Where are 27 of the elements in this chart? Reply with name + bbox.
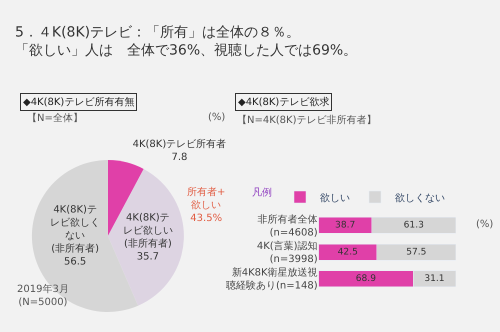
y-tick-label: 4K(言葉)認知(n=3998) bbox=[256, 240, 318, 265]
slice-label: 4K(8K)テレビ欲しくない(非所有者) bbox=[50, 204, 100, 254]
chart-title: 5．４K(8K)テレビ：「所有」は全体の８％。「欲しい」人は 全体で36%、視聴した人では69%。 bbox=[15, 24, 358, 59]
chart-subtitle: ◆4K(8K)テレビ所有有無 bbox=[23, 96, 134, 108]
legend-title: 凡例 bbox=[252, 188, 272, 198]
data-label: 57.5 bbox=[406, 247, 426, 258]
data-label: 31.1 bbox=[424, 274, 445, 284]
text: (%) bbox=[476, 219, 494, 230]
text: 2019年3月(N=5000) bbox=[17, 283, 69, 308]
y-tick-label: 非所有者全体(n=4608) bbox=[258, 213, 318, 238]
data-label: 61.3 bbox=[404, 220, 424, 231]
legend-label: 欲しい bbox=[320, 192, 350, 204]
data-label: 7.8 bbox=[171, 152, 188, 164]
legend-label: 欲しくない bbox=[395, 192, 445, 204]
data-label: 56.5 bbox=[64, 256, 86, 268]
text: 【N=4K(8K)テレビ非所有者】 bbox=[237, 114, 377, 126]
data-label: 68.9 bbox=[356, 274, 376, 284]
slice-label: 4K(8K)テレビ所有者 bbox=[132, 138, 226, 150]
data-label: 38.7 bbox=[335, 220, 356, 231]
chart-title: ◆4K(8K)テレビ欲求 bbox=[238, 96, 330, 108]
text: (%) bbox=[208, 112, 226, 123]
data-label: 35.7 bbox=[136, 252, 159, 263]
data-label: 42.5 bbox=[338, 247, 358, 258]
y-tick-label: 新4K8K衛星放送視聴経験あり(n=148) bbox=[226, 266, 318, 292]
text: 所有者+欲しい43.5% bbox=[187, 186, 226, 224]
slice-label: 4K(8K)テレビ欲しい(非所有者) bbox=[122, 212, 173, 250]
text: 【N=全体】 bbox=[27, 112, 83, 124]
